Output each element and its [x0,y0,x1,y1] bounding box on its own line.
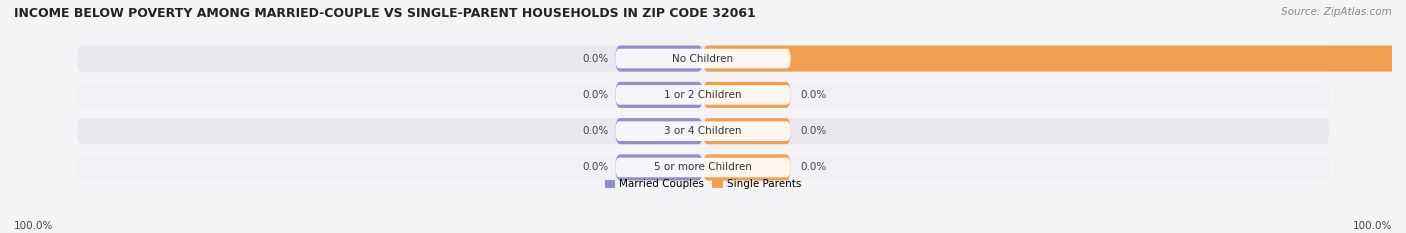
Text: INCOME BELOW POVERTY AMONG MARRIED-COUPLE VS SINGLE-PARENT HOUSEHOLDS IN ZIP COD: INCOME BELOW POVERTY AMONG MARRIED-COUPL… [14,7,756,20]
Text: 3 or 4 Children: 3 or 4 Children [664,126,742,136]
FancyBboxPatch shape [77,118,1329,144]
FancyBboxPatch shape [616,158,790,177]
Text: 5 or more Children: 5 or more Children [654,162,752,172]
Text: 0.0%: 0.0% [583,126,609,136]
FancyBboxPatch shape [77,82,1329,108]
Text: 1 or 2 Children: 1 or 2 Children [664,90,742,100]
FancyBboxPatch shape [77,45,1329,72]
Text: 0.0%: 0.0% [583,90,609,100]
FancyBboxPatch shape [77,154,1329,181]
FancyBboxPatch shape [616,154,703,181]
Text: 0.0%: 0.0% [800,90,827,100]
Legend: Married Couples, Single Parents: Married Couples, Single Parents [600,175,806,194]
Text: 0.0%: 0.0% [800,126,827,136]
FancyBboxPatch shape [703,154,790,181]
Text: 0.0%: 0.0% [583,162,609,172]
FancyBboxPatch shape [616,82,703,108]
FancyBboxPatch shape [703,82,790,108]
Text: 0.0%: 0.0% [583,54,609,64]
Text: Source: ZipAtlas.com: Source: ZipAtlas.com [1281,7,1392,17]
Text: 100.0%: 100.0% [1353,221,1392,231]
FancyBboxPatch shape [616,45,703,72]
FancyBboxPatch shape [616,121,790,141]
FancyBboxPatch shape [703,118,790,144]
Text: No Children: No Children [672,54,734,64]
FancyBboxPatch shape [703,45,1406,72]
Text: 100.0%: 100.0% [14,221,53,231]
FancyBboxPatch shape [616,49,790,68]
FancyBboxPatch shape [616,118,703,144]
Text: 0.0%: 0.0% [800,162,827,172]
FancyBboxPatch shape [616,85,790,105]
